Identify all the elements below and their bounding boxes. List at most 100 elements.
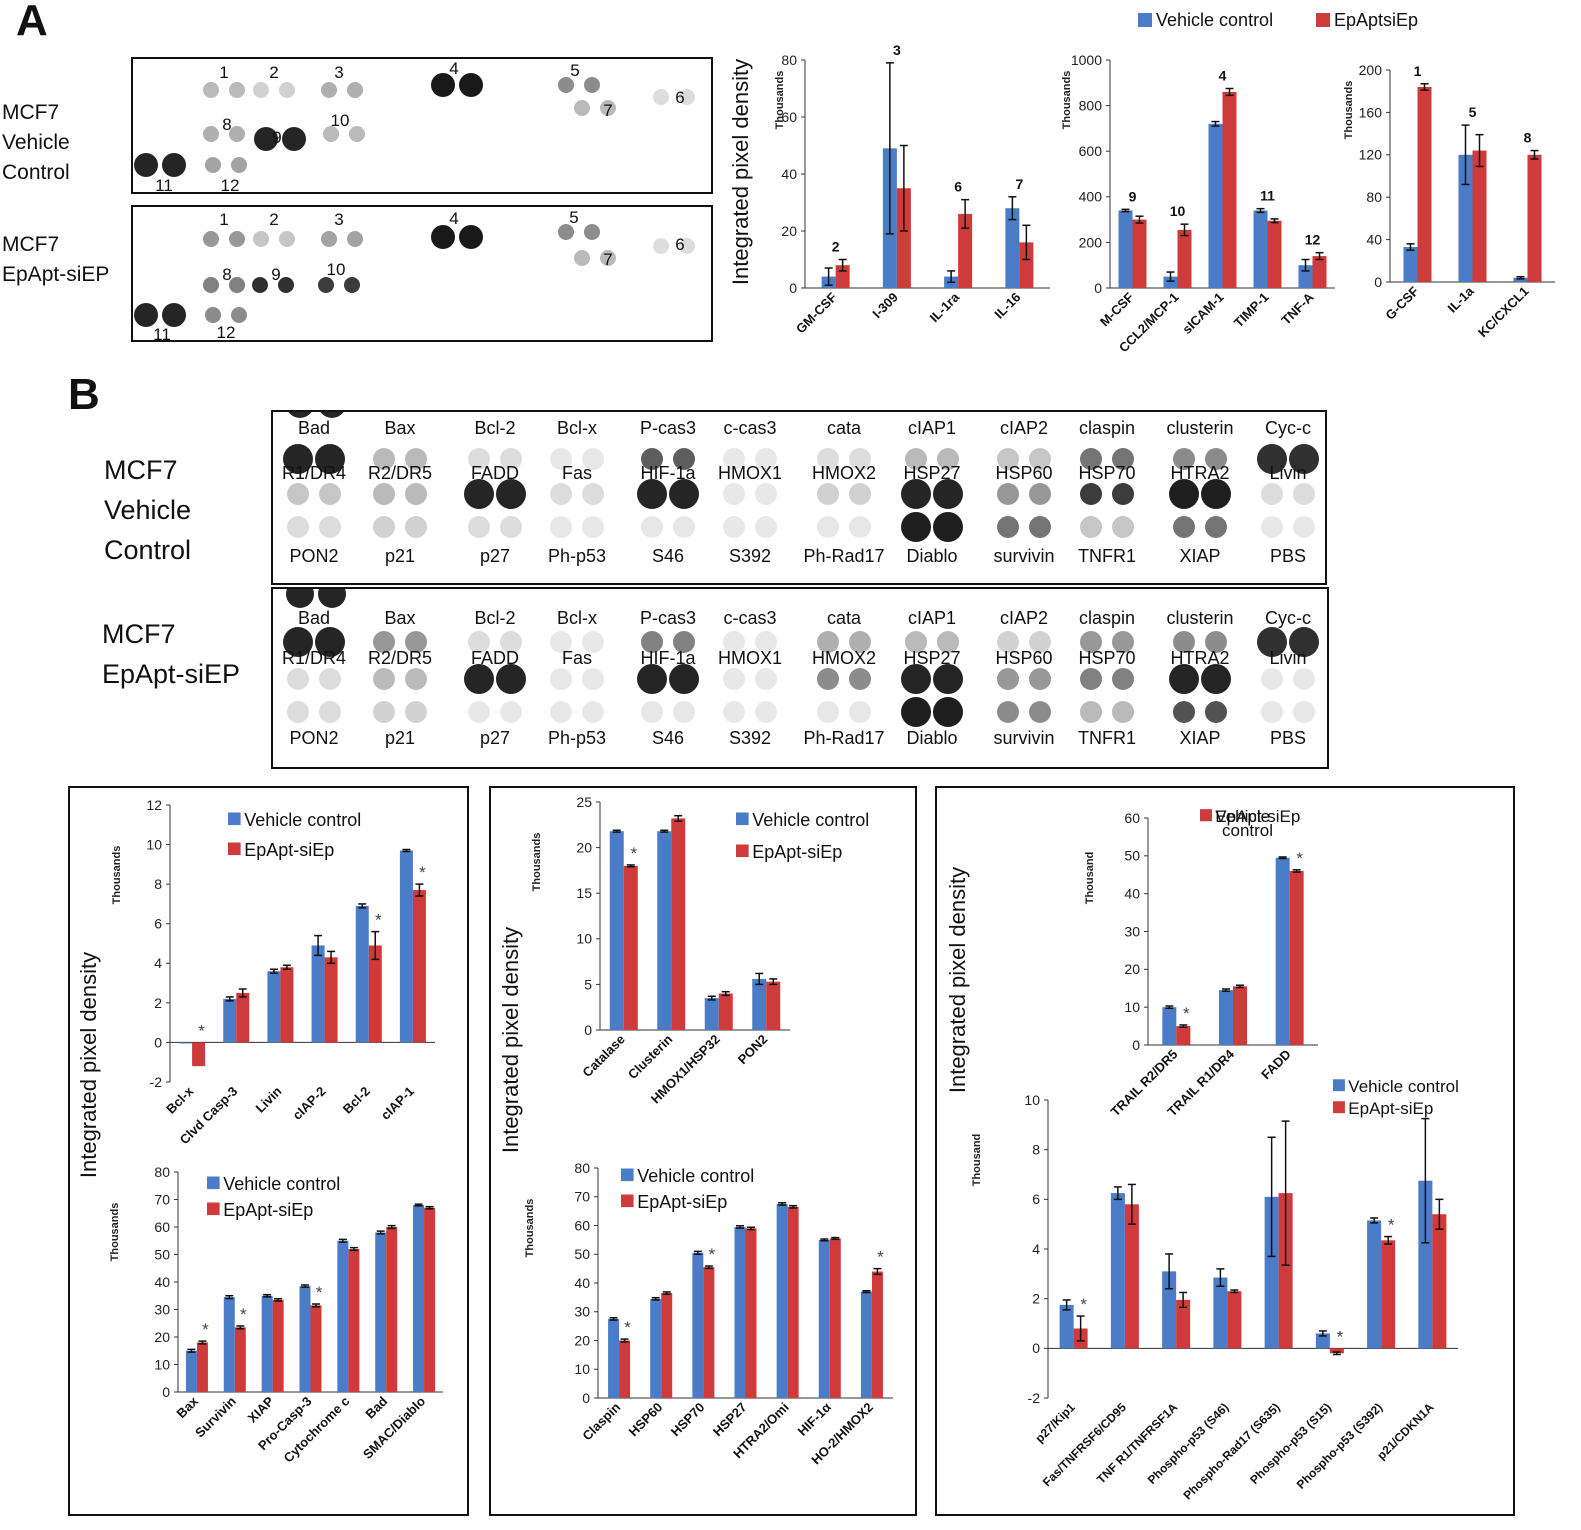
data-label: 1 (1414, 63, 1422, 79)
blot-spot (468, 701, 490, 723)
array-label: cata (827, 608, 862, 628)
spot-number: 6 (675, 235, 684, 254)
spot-number: 3 (334, 63, 343, 82)
chart-box-1 (68, 786, 469, 1516)
blot-spot (849, 701, 871, 723)
blot-spot (673, 701, 695, 723)
y-tick-label: 0 (789, 280, 797, 296)
array-label: Fas (562, 648, 592, 668)
label-line: MCF7 (2, 101, 60, 124)
blot-spot (319, 516, 341, 538)
y-tick-label: 40 (781, 166, 797, 182)
blot-spot (849, 631, 871, 653)
array-label: S46 (652, 728, 684, 748)
blot-spot (550, 483, 572, 505)
legend-entry: Vehicle control (1156, 10, 1273, 30)
blot-spot (997, 516, 1019, 538)
array-label: Fas (562, 463, 592, 483)
category-label: G-CSF (1382, 283, 1421, 322)
blot-spot (723, 701, 745, 723)
array-label: claspin (1079, 608, 1135, 628)
blot-a-vehicle: 1 2 3 4 5 6 7 8 9 10 11 12 (131, 57, 713, 194)
array-label: FADD (471, 463, 519, 483)
blot-spot (1080, 701, 1102, 723)
blot-spot (817, 483, 839, 505)
blot-image: Bad Bax Bcl-2 Bcl-x P-cas3 c-cas3 cata cIAP1 cIA… (282, 589, 1319, 748)
blot-spot (582, 631, 604, 653)
blot-spot (500, 448, 522, 470)
array-label: PBS (1270, 728, 1306, 748)
blot-spot (287, 701, 309, 723)
array-label: Cyc-c (1265, 608, 1311, 628)
blot-spot (1112, 668, 1134, 690)
blot-spot (1080, 448, 1102, 470)
blot-spot (653, 89, 669, 105)
bar (1222, 91, 1237, 288)
blot-spot (1169, 479, 1199, 509)
blot-spot (1261, 668, 1283, 690)
blot-spot (1112, 701, 1134, 723)
blot-spot (755, 448, 777, 470)
blot-spot (1289, 444, 1319, 474)
blot-spot (679, 238, 695, 254)
bar (958, 213, 973, 288)
blot-spot (459, 73, 483, 97)
blot-spot (318, 277, 334, 293)
array-label: Ph-Rad17 (803, 728, 884, 748)
blot-spot (431, 73, 455, 97)
blot-spot (1205, 516, 1227, 538)
blot-spot (229, 126, 245, 142)
blot-spot (817, 631, 839, 653)
blot-spot (253, 82, 269, 98)
array-label: S392 (729, 546, 771, 566)
blot-spot (1112, 483, 1134, 505)
units-label: Thousands (774, 71, 786, 130)
category-label: IL-16 (991, 290, 1023, 322)
blot-spot (496, 664, 526, 694)
array-label: Livin (1269, 648, 1306, 668)
blot-spot (319, 701, 341, 723)
blot-spot (550, 516, 572, 538)
y-tick-label: 0 (1374, 274, 1382, 290)
blot-spot (933, 664, 963, 694)
bar (1267, 220, 1282, 288)
array-label: HTRA2 (1170, 648, 1229, 668)
blot-spot (500, 631, 522, 653)
chart-box-2 (489, 786, 917, 1516)
y-tick-label: 40 (1366, 232, 1382, 248)
array-label: HIF-1a (640, 463, 696, 483)
blot-spot (673, 631, 695, 653)
blot-spot (134, 153, 158, 177)
blot-spot (550, 448, 572, 470)
legend-swatch (1316, 13, 1330, 27)
label-line: MCF7 (104, 455, 178, 485)
array-label: survivin (993, 728, 1054, 748)
blot-spot (1080, 668, 1102, 690)
blot-spot (203, 277, 219, 293)
blot-spot (641, 448, 663, 470)
array-label: S46 (652, 546, 684, 566)
array-label: survivin (993, 546, 1054, 566)
blot-spot (278, 277, 294, 293)
blot-spot (203, 231, 219, 247)
blot-spot (723, 448, 745, 470)
label-line: Control (2, 161, 70, 184)
blot-spot (755, 668, 777, 690)
blot-spot (203, 126, 219, 142)
array-label: cata (827, 418, 862, 438)
array-label: HTRA2 (1170, 463, 1229, 483)
blot-spot (321, 231, 337, 247)
blot-spot (1201, 664, 1231, 694)
category-label: IL-1ra (927, 289, 963, 325)
label-line: Vehicle (104, 495, 192, 525)
blot-spot (558, 77, 574, 93)
blot-spot (286, 589, 314, 608)
array-label: S392 (729, 728, 771, 748)
blot-spot (1029, 448, 1051, 470)
blot-spot (582, 668, 604, 690)
legend-swatch (1138, 13, 1152, 27)
bar (1472, 150, 1487, 282)
label-line: Vehicle (2, 131, 70, 154)
category-label: I-309 (869, 290, 901, 322)
